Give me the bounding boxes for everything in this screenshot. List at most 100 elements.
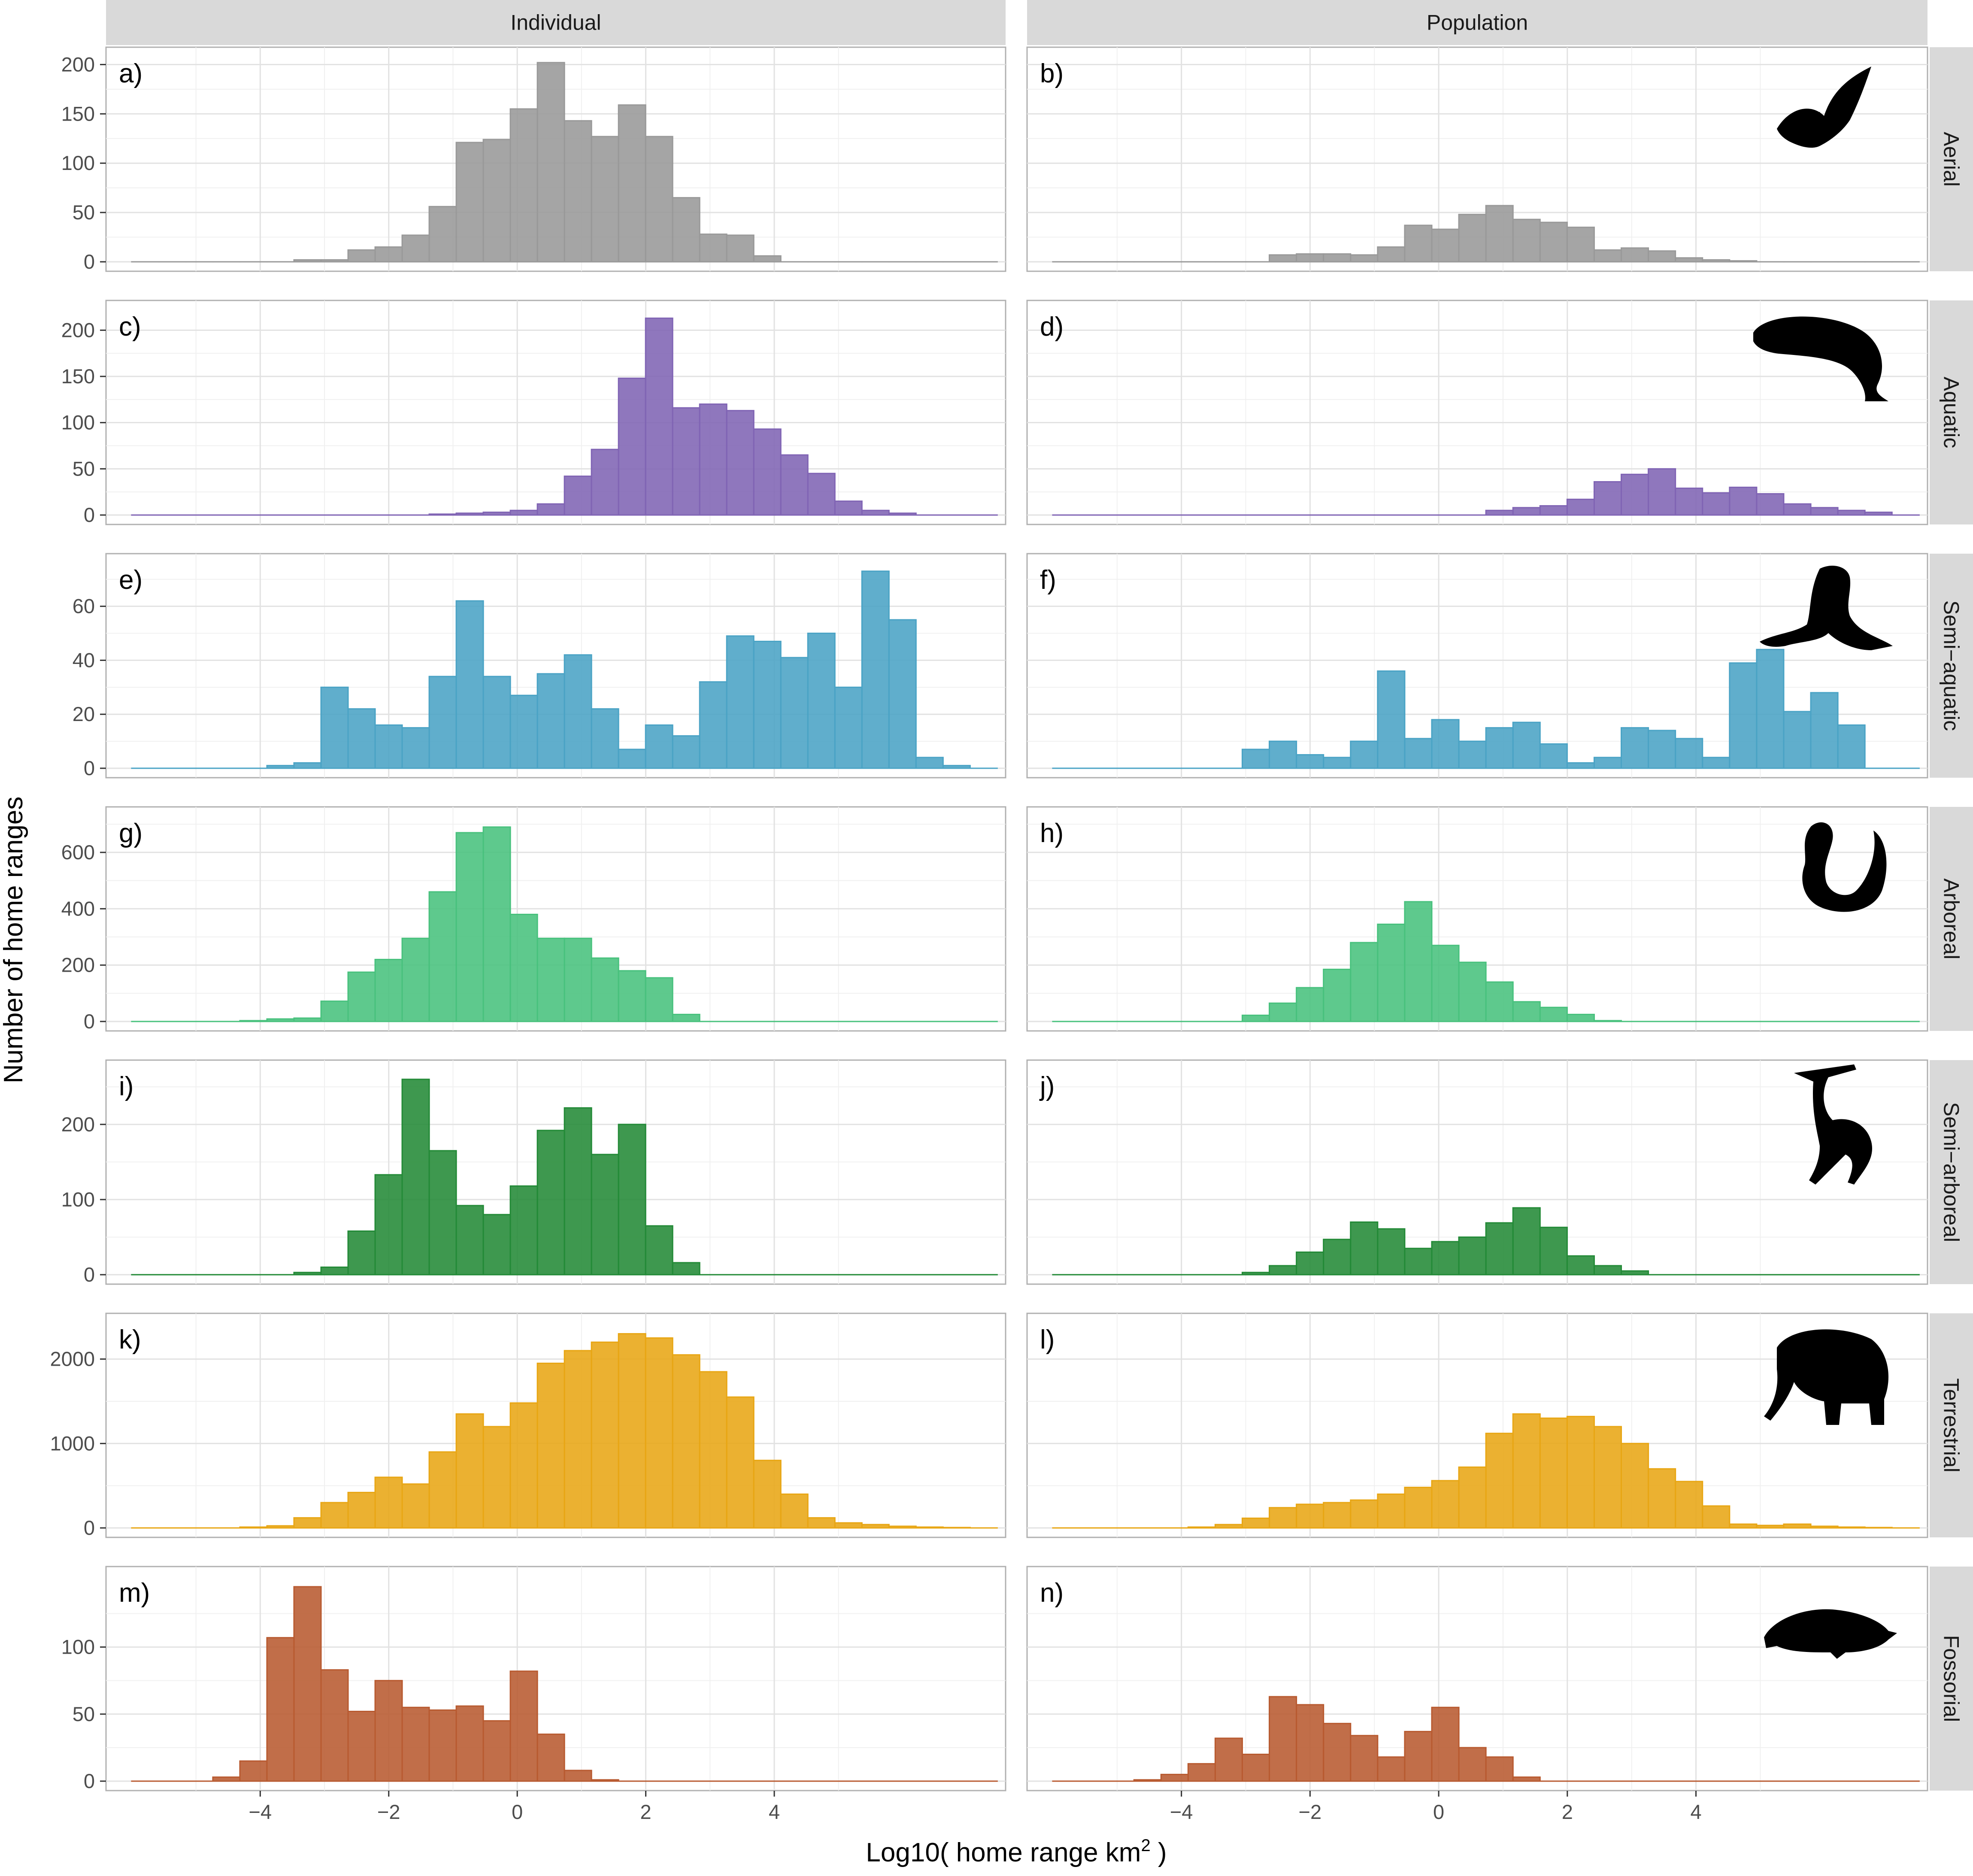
histogram-bar bbox=[266, 1525, 295, 1529]
histogram-bar bbox=[401, 1483, 430, 1529]
histogram-bar bbox=[807, 473, 836, 516]
histogram-bar bbox=[536, 1130, 565, 1276]
histogram-bar bbox=[1269, 1002, 1297, 1022]
histogram-bar bbox=[1404, 901, 1433, 1022]
row-strip-4: Semi−arboreal bbox=[1930, 1060, 1973, 1284]
histogram-bar bbox=[1512, 1413, 1541, 1529]
histogram-bar bbox=[1729, 260, 1758, 263]
histogram-bar bbox=[320, 686, 349, 769]
histogram-bar bbox=[807, 1517, 836, 1529]
histogram-bar bbox=[591, 1779, 619, 1782]
histogram-bar bbox=[1648, 468, 1676, 516]
panel-g: g) bbox=[105, 806, 1006, 1032]
histogram-bars bbox=[131, 1586, 998, 1782]
histogram-bar bbox=[1241, 1015, 1270, 1022]
histogram-bar bbox=[1296, 1251, 1324, 1276]
histogram-bar bbox=[1675, 1481, 1703, 1529]
animal-silhouettes bbox=[1753, 67, 1897, 1659]
histogram-bar bbox=[1539, 1417, 1568, 1529]
histogram-bar bbox=[347, 1711, 376, 1782]
histogram-bar bbox=[1566, 498, 1595, 516]
histogram-bar bbox=[618, 970, 646, 1022]
histogram-bar bbox=[591, 136, 619, 263]
histogram-bar bbox=[455, 832, 484, 1022]
histogram-bar bbox=[753, 1460, 782, 1529]
histogram-bar bbox=[536, 937, 565, 1022]
histogram-bar bbox=[293, 1272, 322, 1276]
histogram-bar bbox=[618, 377, 646, 516]
histogram-bar bbox=[428, 1150, 457, 1276]
histogram-bars bbox=[131, 62, 998, 263]
panel-tag: f) bbox=[1040, 565, 1056, 595]
histogram-bar bbox=[780, 1493, 809, 1529]
y-tick-label: 0 bbox=[84, 250, 95, 273]
histogram-bar bbox=[293, 1017, 322, 1022]
histogram-bar bbox=[1702, 1505, 1731, 1529]
y-tick-label: 60 bbox=[73, 595, 95, 618]
histogram-bar bbox=[942, 765, 971, 769]
histogram-bars bbox=[1052, 205, 1920, 263]
histogram-bar bbox=[428, 1451, 457, 1529]
histogram-bar bbox=[320, 1502, 349, 1529]
histogram-bar bbox=[1810, 692, 1839, 769]
histogram-bar bbox=[1431, 1241, 1460, 1276]
histogram-bar bbox=[645, 136, 673, 263]
histogram-bar bbox=[509, 1402, 538, 1529]
histogram-bar bbox=[1187, 1763, 1216, 1782]
histogram-bar bbox=[1214, 1737, 1243, 1782]
row-strip-label: Arboreal bbox=[1940, 879, 1964, 960]
histogram-bar bbox=[347, 1491, 376, 1529]
histogram-bar bbox=[672, 197, 700, 263]
column-strip-bg bbox=[106, 0, 1006, 45]
histogram-bar bbox=[266, 1018, 295, 1022]
histogram-bar bbox=[861, 509, 890, 516]
histogram-bar bbox=[645, 1225, 673, 1276]
y-tick-label: 0 bbox=[84, 1263, 95, 1286]
column-strip-label: Population bbox=[1427, 11, 1528, 35]
histogram-bar bbox=[1269, 1265, 1297, 1276]
histogram-bar bbox=[1269, 1507, 1297, 1529]
histogram-bar bbox=[1241, 749, 1270, 769]
y-tick-label: 200 bbox=[61, 1113, 95, 1136]
histogram-bar bbox=[293, 1586, 322, 1782]
histogram-bar bbox=[347, 971, 376, 1022]
panel-k: k) bbox=[105, 1312, 1006, 1538]
histogram-bar bbox=[1404, 224, 1433, 263]
histogram-bar bbox=[1187, 1526, 1216, 1529]
histogram-bar bbox=[672, 735, 700, 769]
histogram-bar bbox=[401, 727, 430, 769]
panel-f: f) bbox=[1026, 553, 1928, 779]
histogram-bar bbox=[1323, 1723, 1352, 1782]
x-axis-title-suffix: ) bbox=[1151, 1838, 1167, 1867]
histogram-bar bbox=[699, 681, 727, 769]
histogram-bar bbox=[482, 676, 511, 769]
histogram-bar bbox=[1377, 1493, 1406, 1529]
panel-h: h) bbox=[1026, 806, 1928, 1032]
histogram-bar bbox=[753, 640, 782, 769]
histogram-bar bbox=[266, 765, 295, 769]
histogram-bar bbox=[1539, 221, 1568, 263]
panel-tag: g) bbox=[119, 818, 142, 848]
histogram-bar bbox=[1458, 214, 1487, 263]
y-tick-label: 50 bbox=[73, 201, 95, 224]
histogram-bar bbox=[1485, 509, 1514, 516]
histogram-bar bbox=[1512, 1776, 1541, 1782]
histogram-bar bbox=[455, 142, 484, 263]
row-strip-label: Aerial bbox=[1940, 132, 1964, 187]
histogram-bar bbox=[1566, 1014, 1595, 1022]
panel-tag: n) bbox=[1040, 1578, 1064, 1608]
histogram-bar bbox=[1350, 1221, 1379, 1276]
histogram-bar bbox=[509, 694, 538, 769]
panel-tag: i) bbox=[119, 1072, 133, 1101]
gibbon-icon bbox=[1794, 1064, 1872, 1185]
histogram-bars bbox=[1052, 468, 1920, 516]
histogram-bar bbox=[780, 657, 809, 769]
histogram-bar bbox=[1675, 257, 1703, 263]
histogram-bar bbox=[1350, 1499, 1379, 1529]
histogram-bar bbox=[1512, 507, 1541, 516]
mole-icon bbox=[1764, 1609, 1897, 1659]
histogram-bar bbox=[1377, 1756, 1406, 1782]
histogram-bar bbox=[1512, 1207, 1541, 1276]
histogram-bar bbox=[645, 977, 673, 1022]
histogram-bar bbox=[401, 234, 430, 263]
